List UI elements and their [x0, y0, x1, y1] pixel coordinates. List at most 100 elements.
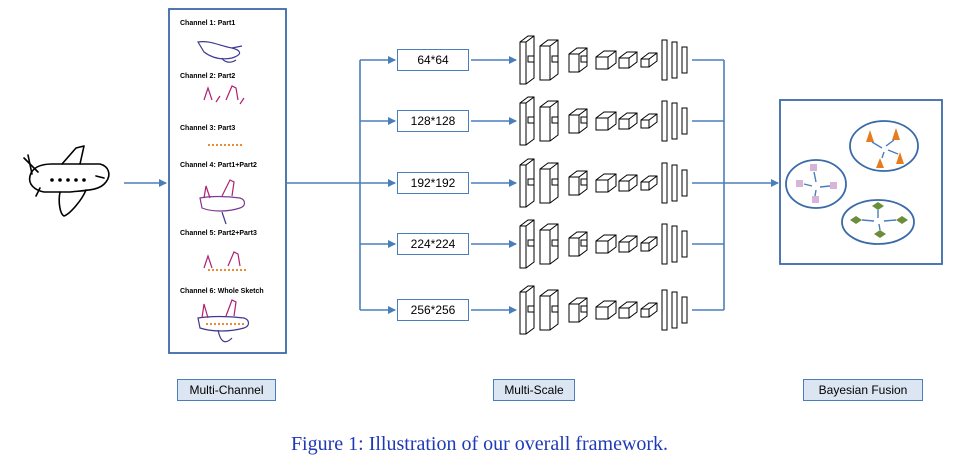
conv-layer-block [519, 219, 535, 269]
conv-layer-block [595, 111, 617, 131]
scale-box-256: 256*256 [397, 299, 469, 321]
conv-layer-block [519, 35, 535, 85]
multi-channel-box [168, 8, 287, 354]
cnn-row-5 [360, 285, 724, 335]
conv-layer-block [539, 223, 559, 265]
conv-layer-block [539, 162, 559, 204]
scale-box-128: 128*128 [397, 110, 469, 132]
cnn-row-4 [360, 219, 724, 269]
conv-layer-block [568, 47, 588, 73]
kernel-square [580, 305, 588, 313]
input-airplane-sketch [23, 145, 110, 217]
cluster-squares [785, 159, 847, 209]
fc-layer-bar [661, 223, 668, 265]
conv-layer-edge [569, 231, 588, 256]
conv-layer-edge [641, 302, 658, 317]
conv-layer-edge [596, 173, 617, 192]
cnn-network [519, 219, 688, 269]
fc-layer-bar [681, 230, 688, 258]
conv-layer-edge [540, 289, 559, 330]
fc-layer-bar [661, 100, 668, 142]
conv-layer-edge [540, 162, 559, 203]
channel2-sketch [203, 85, 245, 105]
kernel-square [580, 178, 588, 186]
conv-layer-block [519, 158, 535, 208]
conv-layer-edge [596, 50, 617, 69]
kernel-square [551, 55, 559, 63]
conv-layer-block [519, 96, 535, 146]
fc-layer-bar [671, 41, 678, 79]
conv-layer-edge [619, 51, 638, 68]
cnn-network [519, 96, 688, 146]
conv-layer-block [539, 289, 559, 331]
conv-layer-edge [596, 234, 617, 253]
fc-layer-bar [661, 162, 668, 204]
conv-layer-edge [641, 175, 658, 190]
cnn-row-3 [360, 158, 724, 208]
channel-2-label: Channel 2: Part2 [180, 73, 236, 80]
conv-layer-edge [520, 158, 535, 207]
fc-layer-bar [661, 289, 668, 331]
conv-layer-block [539, 100, 559, 142]
bayesian-fusion-tag: Bayesian Fusion [803, 379, 923, 401]
kernel-square [527, 178, 535, 186]
cnn-network [519, 158, 688, 208]
channel6-sketch [197, 299, 250, 343]
kernel-square [527, 239, 535, 247]
conv-layer-edge [540, 100, 559, 141]
kernel-square [527, 305, 535, 313]
conv-layer-edge [540, 39, 559, 80]
conv-layer-block [595, 173, 617, 193]
conv-layer-edge [520, 96, 535, 145]
kernel-square [551, 305, 559, 313]
conv-layer-block [519, 285, 535, 335]
channel-5-label: Channel 5: Part2+Part3 [180, 230, 257, 237]
conv-layer-block [595, 300, 617, 320]
channel4-sketch [199, 179, 246, 225]
channel1-sketch [197, 41, 243, 63]
scale-box-224: 224*224 [397, 233, 469, 255]
fc-layer-bar [681, 169, 688, 197]
kernel-square [580, 55, 588, 63]
cnn-row-1 [360, 35, 724, 85]
fc-layer-bar [671, 102, 678, 140]
conv-layer-edge [619, 174, 638, 191]
scale-box-64: 64*64 [397, 49, 469, 71]
cluster-triangles [849, 120, 919, 172]
conv-layer-block [568, 231, 588, 257]
conv-layer-edge [569, 47, 588, 72]
multi-scale-tag: Multi-Scale [493, 379, 575, 401]
fc-layer-bar [661, 39, 668, 81]
channel-4-label: Channel 4: Part1+Part2 [180, 162, 257, 169]
multi-channel-tag: Multi-Channel [177, 379, 276, 401]
conv-layer-block [568, 108, 588, 134]
fc-layer-bar [671, 164, 678, 202]
scale-box-192: 192*192 [397, 172, 469, 194]
conv-layer-edge [619, 112, 638, 129]
conv-layer-edge [520, 219, 535, 268]
conv-layer-edge [520, 35, 535, 84]
conv-layer-edge [619, 301, 638, 318]
conv-layer-block [568, 297, 588, 323]
fc-layer-bar [671, 225, 678, 263]
conv-layer-edge [596, 111, 617, 130]
conv-layer-edge [641, 52, 658, 67]
conv-layer-block [595, 234, 617, 254]
conv-layer-edge [540, 223, 559, 264]
channel-6-label: Channel 6: Whole Sketch [180, 288, 264, 295]
fc-layer-bar [681, 107, 688, 135]
fc-layer-bar [671, 291, 678, 329]
conv-layer-edge [569, 297, 588, 322]
kernel-square [527, 116, 535, 124]
kernel-square [527, 55, 535, 63]
fc-layer-bar [681, 46, 688, 74]
cnn-network [519, 285, 688, 335]
cluster-diamonds [841, 199, 915, 245]
kernel-square [551, 116, 559, 124]
conv-layer-edge [619, 235, 638, 252]
cnn-network [519, 35, 688, 85]
conv-layer-block [568, 170, 588, 196]
channel-3-label: Channel 3: Part3 [180, 125, 236, 132]
